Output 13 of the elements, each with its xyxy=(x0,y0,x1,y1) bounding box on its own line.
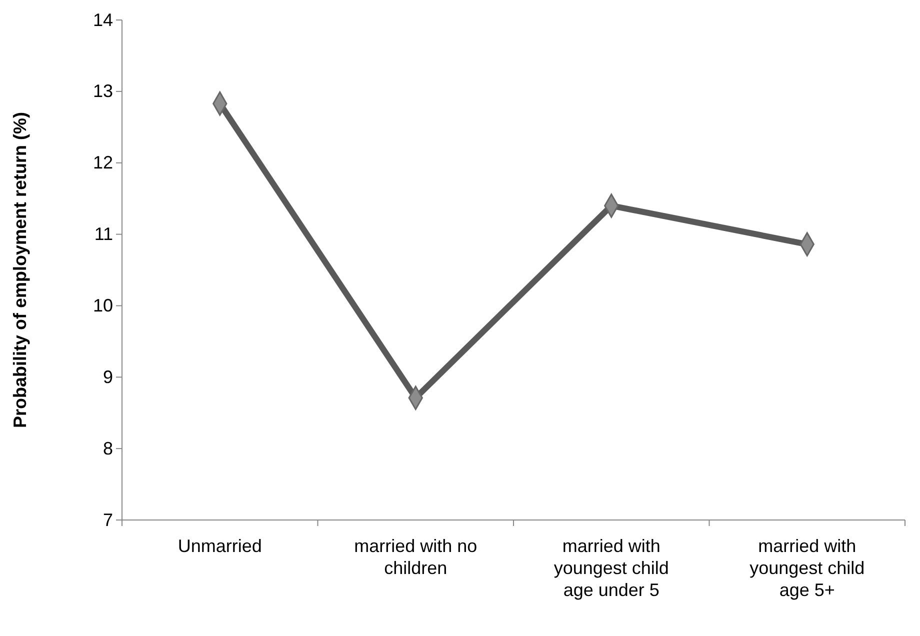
y-tick-label: 14 xyxy=(92,10,113,30)
y-tick-label: 10 xyxy=(92,295,113,316)
y-tick-label: 13 xyxy=(92,81,113,102)
y-tick-label: 12 xyxy=(92,152,113,173)
x-tick-label: married with youngest child age 5+ xyxy=(750,536,865,600)
y-tick-label: 8 xyxy=(102,438,113,458)
y-tick-label: 11 xyxy=(94,224,113,244)
x-tick-label: Unmarried xyxy=(178,536,262,556)
y-tick-label: 7 xyxy=(102,510,113,530)
x-tick-label: married with no children xyxy=(354,536,478,578)
y-axis-title: Probability of employment return (%) xyxy=(10,112,30,428)
x-tick-label: married with youngest child age under 5 xyxy=(554,536,669,600)
y-tick-label: 9 xyxy=(102,366,113,387)
